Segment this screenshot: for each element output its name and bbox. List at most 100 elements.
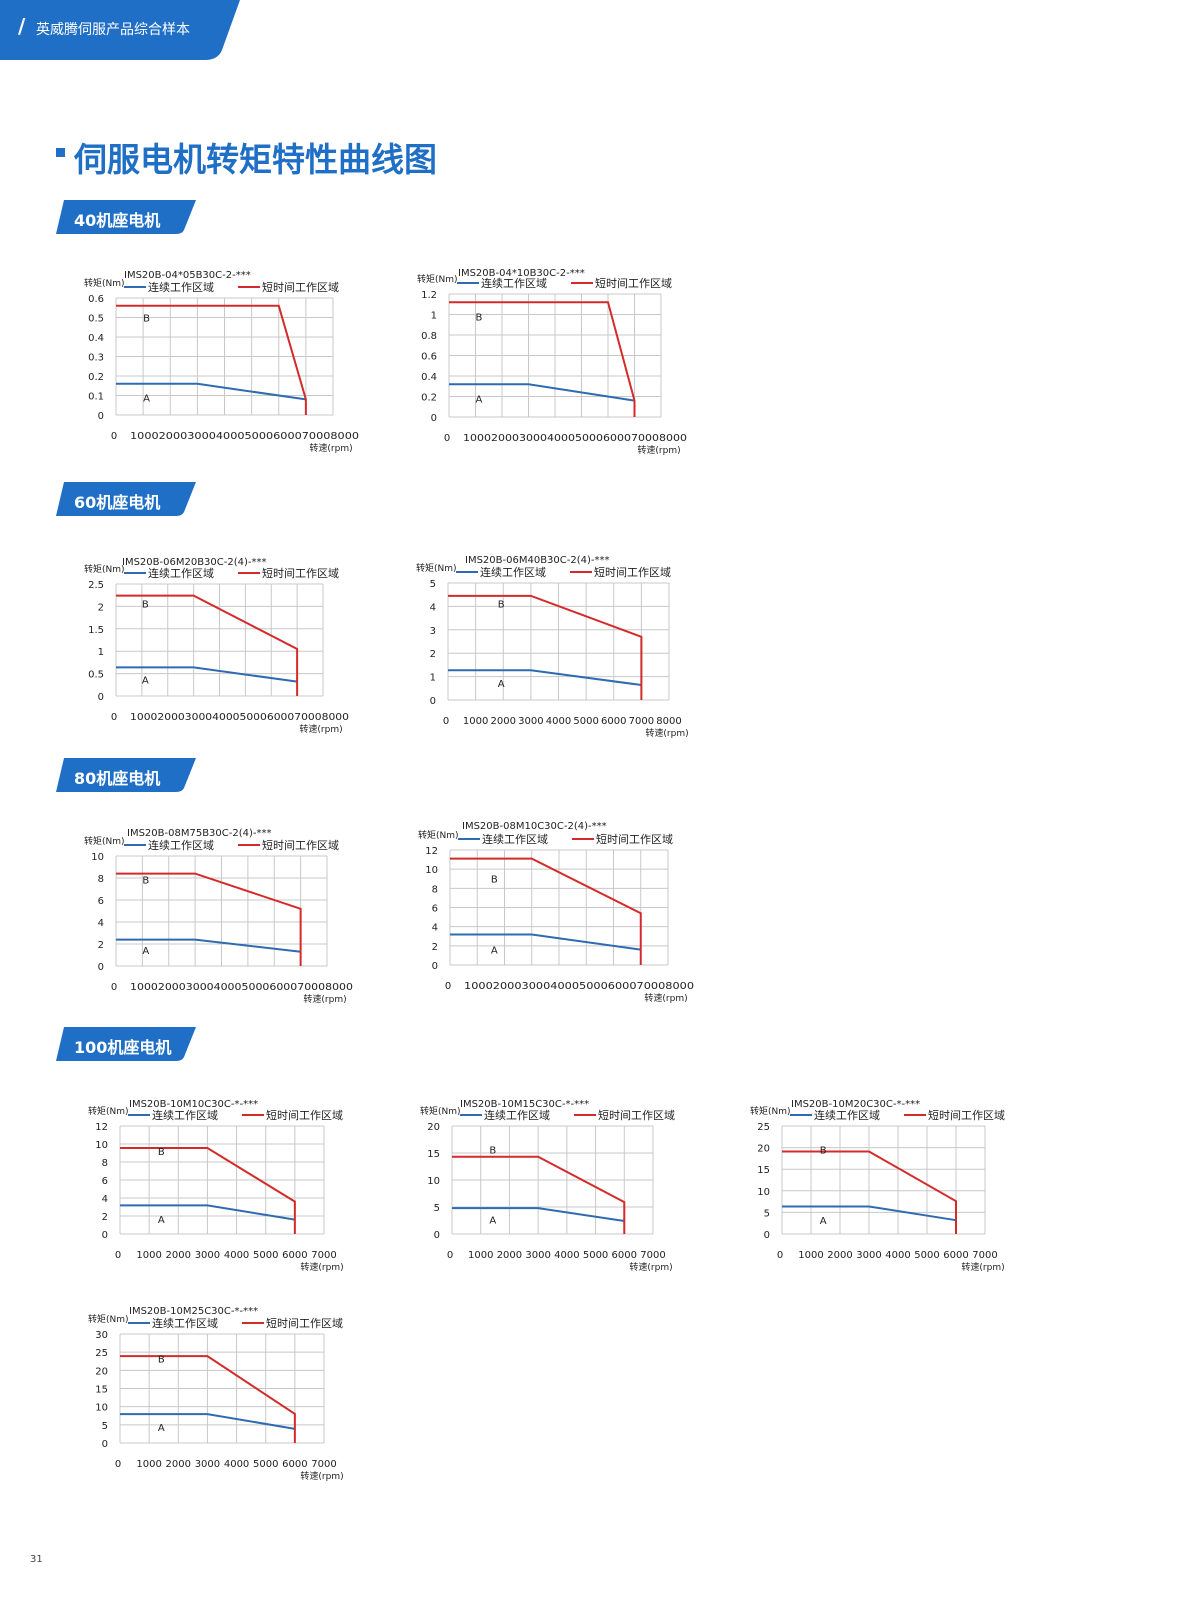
y-tick-label: 10 (95, 1403, 108, 1414)
y-tick-label: 5 (434, 1203, 440, 1214)
chart-svg: IMS20B-06M20B30C-2(4)-***转矩(Nm) 连续工作区域 短时间… (84, 557, 349, 735)
y-tick-label: 3 (430, 626, 436, 637)
chart-title: IMS20B-08M10C30C-2(4)-*** (462, 821, 607, 832)
x-tick-label: 6000 (943, 1250, 968, 1261)
chart-svg: IMS20B-08M75B30C-2(4)-***转矩(Nm) 连续工作区域 短时间… (84, 828, 353, 1005)
region-label-b: B (489, 1146, 496, 1157)
torque-chart-08-10: IMS20B-08M10C30C-2(4)-*** 转矩(Nm) 连续工作区域 短时间… (410, 815, 708, 1009)
legend-label-short: 短时间工作区域 (266, 1316, 343, 1330)
torque-chart-06-40: IMS20B-06M40B30C-2(4)-*** 转矩(Nm) 连续工作区域 短时间… (408, 549, 709, 744)
legend-label-continuous: 连续工作区域 (484, 1108, 550, 1122)
y-tick-label: 1.2 (421, 290, 437, 301)
torque-chart-10-15: IMS20B-10M15C30C-*-*** 转矩(Nm) 连续工作区域 短时间工作区… (412, 1093, 693, 1278)
y-tick-label: 1 (431, 311, 437, 322)
x-tick-label: 0 (111, 712, 117, 723)
x-tick-label: 1000 (798, 1250, 823, 1261)
series-line-continuous (120, 1413, 296, 1430)
section-tab-60: 60机座电机 (56, 482, 202, 516)
x-tick-label: 4000 (546, 716, 571, 727)
header-tab: / 英威腾伺服产品综合样本 (0, 0, 240, 60)
section-tab-shape (56, 758, 196, 792)
y-axis-label: 转矩(Nm) (84, 277, 125, 289)
series-line-continuous (452, 1207, 625, 1223)
chart-title: IMS20B-10M25C30C-*-*** (129, 1306, 258, 1317)
x-tick-label: 5000 (914, 1250, 939, 1261)
series-line-short (120, 1355, 296, 1443)
x-tick-label: 2000 (166, 1250, 191, 1261)
x-axis-label: 转速(rpm) (629, 1261, 672, 1273)
region-label-a: A (158, 1215, 165, 1226)
chart-title: IMS20B-06M40B30C-2(4)-*** (465, 555, 610, 566)
series-line-continuous (116, 938, 301, 953)
y-tick-label: 4 (98, 918, 104, 929)
torque-chart-10-10: IMS20B-10M10C30C-*-*** 转矩(Nm) 连续工作区域 短时间工作区… (80, 1093, 364, 1278)
y-tick-label: 15 (757, 1165, 770, 1176)
x-tick-label: 1000 (463, 716, 488, 727)
legend-label-continuous: 连续工作区域 (148, 838, 214, 852)
y-tick-label: 8 (98, 874, 104, 885)
x-tick-label: 8000 (656, 716, 681, 727)
y-axis-label: 转矩(Nm) (750, 1105, 791, 1117)
y-tick-label: 10 (425, 865, 438, 876)
y-tick-label: 12 (95, 1122, 108, 1133)
y-tick-label: 10 (95, 1140, 108, 1151)
region-label-b: B (476, 313, 483, 324)
chart-svg: IMS20B-08M10C30C-2(4)-***转矩(Nm) 连续工作区域 短时间… (418, 821, 694, 1004)
series-line-continuous (116, 666, 298, 683)
x-tick-labels-run: 10002000300040005000600070008000 (464, 981, 694, 992)
y-tick-label: 10 (757, 1187, 770, 1198)
legend-label-continuous: 连续工作区域 (480, 565, 546, 579)
y-axis-label: 转矩(Nm) (84, 563, 125, 575)
legend-label-continuous: 连续工作区域 (481, 276, 547, 290)
x-axis-label: 转速(rpm) (961, 1261, 1004, 1273)
x-tick-label: 0 (115, 1459, 121, 1470)
series-line-short (120, 1147, 296, 1234)
y-tick-label: 20 (95, 1366, 108, 1377)
legend-label-short: 短时间工作区域 (596, 832, 673, 846)
chart-title: IMS20B-04*10B30C-2-*** (458, 268, 585, 279)
legend-label-short: 短时间工作区域 (595, 276, 672, 290)
legend-label-short: 短时间工作区域 (262, 566, 339, 580)
series-line-short (450, 857, 642, 965)
x-tick-label: 0 (447, 1250, 453, 1261)
chart-title: IMS20B-06M20B30C-2(4)-*** (122, 557, 267, 568)
x-tick-label: 4000 (224, 1459, 249, 1470)
y-axis-label: 转矩(Nm) (84, 835, 125, 847)
region-label-a: A (143, 393, 150, 404)
y-tick-label: 0.5 (88, 670, 104, 681)
y-tick-label: 1.5 (88, 625, 104, 636)
legend-label-continuous: 连续工作区域 (152, 1108, 218, 1122)
x-tick-label: 7000 (311, 1459, 336, 1470)
x-axis-label: 转速(rpm) (300, 1470, 343, 1482)
y-tick-label: 1 (98, 647, 104, 658)
chart-svg: IMS20B-04*05B30C-2-***转矩(Nm) 连续工作区域 短时间工作区… (84, 270, 359, 454)
y-tick-label: 4 (432, 923, 438, 934)
series-line-short (116, 594, 299, 696)
chart-title: IMS20B-04*05B30C-2-*** (124, 270, 251, 281)
y-tick-label: 0 (434, 1230, 440, 1241)
y-tick-label: 0 (432, 961, 438, 972)
section-tab-80: 80机座电机 (56, 758, 202, 792)
y-axis-label: 转矩(Nm) (88, 1313, 129, 1325)
chart-svg: IMS20B-06M40B30C-2(4)-*** 转矩(Nm) 连续工作区域 短时间… (416, 555, 689, 739)
x-tick-label: 1000 (468, 1250, 493, 1261)
legend-label-continuous: 连续工作区域 (814, 1108, 880, 1122)
x-axis-label: 转速(rpm) (309, 442, 352, 454)
y-tick-label: 15 (95, 1385, 108, 1396)
x-tick-label: 7000 (311, 1250, 336, 1261)
y-tick-label: 0.2 (421, 393, 437, 404)
series-line-short (448, 594, 643, 700)
x-axis-label: 转速(rpm) (645, 727, 688, 739)
x-tick-labels-run: 10002000300040005000600070008000 (463, 433, 687, 444)
x-tick-label: 2000 (827, 1250, 852, 1261)
x-axis-label: 转速(rpm) (299, 723, 342, 735)
y-tick-label: 2 (432, 942, 438, 953)
y-tick-label: 8 (102, 1158, 108, 1169)
chart-title: IMS20B-08M75B30C-2(4)-*** (127, 828, 272, 839)
header-slash-icon: / (18, 14, 26, 38)
header-text: 英威腾伺服产品综合样本 (36, 22, 190, 38)
legend-label-short: 短时间工作区域 (598, 1108, 675, 1122)
y-tick-label: 6 (102, 1176, 108, 1187)
torque-chart-04-05: IMS20B-04*05B30C-2-*** 转矩(Nm) 连续工作区域 短时间工作区… (76, 264, 373, 459)
x-tick-label: 3000 (525, 1250, 550, 1261)
